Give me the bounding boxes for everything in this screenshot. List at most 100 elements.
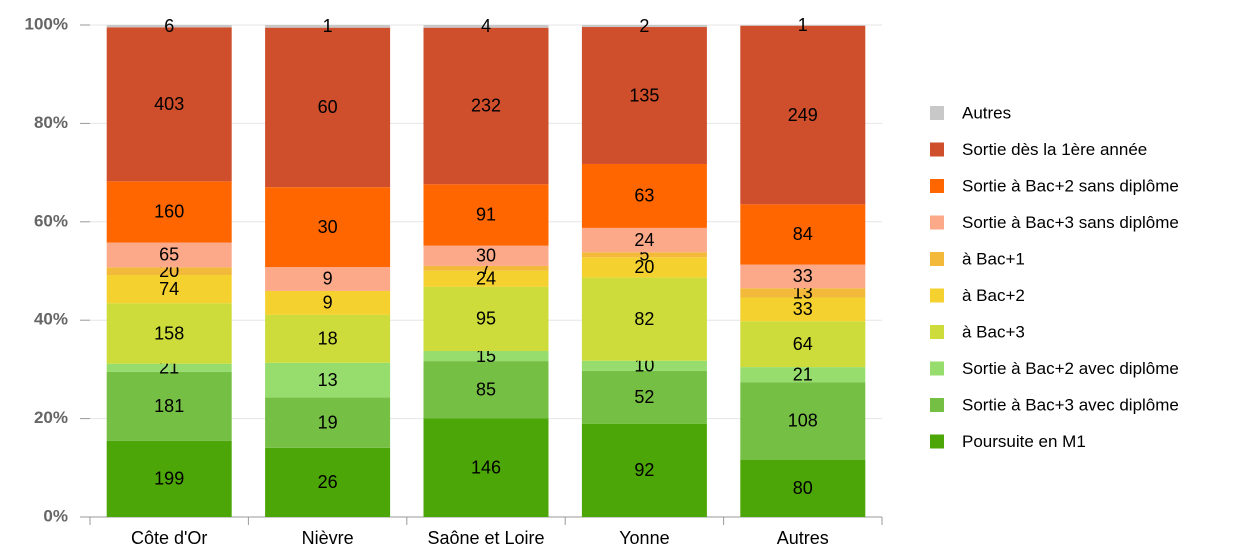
- data-label: 7: [481, 258, 491, 278]
- data-label: 232: [471, 96, 501, 116]
- data-label: 13: [318, 370, 338, 390]
- bar-segment: [106, 181, 232, 243]
- data-label: 6: [164, 16, 174, 36]
- data-label: 199: [154, 469, 184, 489]
- data-label: 84: [793, 224, 813, 244]
- bar-segment: [265, 187, 391, 268]
- bar-segment: [106, 275, 232, 304]
- data-label: 2: [639, 16, 649, 36]
- bar-segment: [106, 242, 232, 268]
- bar-segment: [423, 418, 549, 517]
- data-label: 160: [154, 202, 184, 222]
- data-label: 19: [318, 412, 338, 432]
- bar-segment: [265, 447, 391, 517]
- legend-label: Poursuite en M1: [962, 432, 1086, 451]
- bar-segment: [106, 371, 232, 441]
- y-tick-label: 0%: [43, 506, 68, 525]
- data-label: 18: [318, 329, 338, 349]
- data-label: 33: [793, 266, 813, 286]
- data-label: 4: [481, 16, 491, 36]
- bar-segment: [740, 367, 866, 383]
- bar-segment: [423, 245, 549, 266]
- data-label: 1: [798, 15, 808, 35]
- bar-segment: [106, 440, 232, 517]
- bar-segment: [581, 163, 707, 228]
- bar-segment: [265, 267, 391, 291]
- y-tick-label: 80%: [34, 113, 68, 132]
- data-label: 9: [323, 293, 333, 313]
- legend-label: à Bac+3: [962, 322, 1025, 341]
- bar-segment: [740, 459, 866, 517]
- bar-segment: [423, 25, 549, 28]
- y-tick-label: 40%: [34, 310, 68, 329]
- legend-swatch: [930, 252, 944, 266]
- data-label: 85: [476, 380, 496, 400]
- data-label: 1: [323, 16, 333, 36]
- data-label: 403: [154, 94, 184, 114]
- bar-segment: [423, 270, 549, 287]
- legend-swatch: [930, 398, 944, 412]
- bar-segment: [106, 363, 232, 372]
- data-label: 80: [793, 478, 813, 498]
- legend-swatch: [930, 361, 944, 376]
- x-tick-label: Autres: [777, 528, 829, 548]
- legend-label: Sortie à Bac+2 sans diplôme: [962, 176, 1179, 195]
- data-label: 249: [788, 105, 818, 125]
- x-tick-label: Nièvre: [302, 528, 354, 548]
- data-label: 65: [159, 245, 179, 265]
- data-label: 146: [471, 457, 501, 477]
- data-label: 108: [788, 411, 818, 431]
- legend-swatch: [930, 288, 944, 303]
- bar-segment: [106, 303, 232, 364]
- bar-segment: [740, 321, 866, 368]
- bar-segment: [265, 25, 391, 28]
- legend-swatch: [930, 142, 944, 157]
- data-label: 9: [323, 269, 333, 289]
- bar-segment: [740, 288, 866, 298]
- bar-segment: [423, 27, 549, 185]
- data-label: 82: [634, 309, 654, 329]
- bar-segment: [740, 25, 866, 26]
- bar-segment: [423, 361, 549, 419]
- bar-segment: [265, 397, 391, 448]
- bar-segment: [423, 265, 549, 271]
- x-tick-label: Côte d'Or: [131, 528, 207, 548]
- bar-segment: [581, 257, 707, 278]
- bar-segment: [581, 370, 707, 424]
- bar-segment: [581, 423, 707, 517]
- bar-segment: [581, 360, 707, 371]
- data-label: 20: [634, 257, 654, 277]
- data-label: 158: [154, 323, 184, 343]
- legend-swatch: [930, 325, 944, 339]
- bar-segment: [581, 252, 707, 258]
- bar-segment: [265, 314, 391, 363]
- y-tick-label: 20%: [34, 408, 68, 427]
- bar-segment: [581, 25, 707, 28]
- data-label: 95: [476, 309, 496, 329]
- data-label: 64: [793, 334, 813, 354]
- bar-segment: [581, 227, 707, 253]
- bar-segment: [423, 184, 549, 246]
- bar-segment: [581, 277, 707, 361]
- legend-swatch: [930, 215, 944, 230]
- data-label: 24: [476, 269, 496, 289]
- data-label: 60: [318, 97, 338, 117]
- data-label: 181: [154, 396, 184, 416]
- legend-label: à Bac+1: [962, 249, 1025, 268]
- data-label: 26: [318, 472, 338, 492]
- legend-label: Sortie à Bac+2 avec diplôme: [962, 359, 1179, 378]
- x-tick-label: Yonne: [619, 528, 669, 548]
- data-label: 63: [634, 186, 654, 206]
- legend-label: Sortie dès la 1ère année: [962, 140, 1147, 159]
- legend-swatch: [930, 106, 944, 120]
- data-label: 21: [793, 364, 813, 384]
- legend-label: à Bac+2: [962, 286, 1025, 305]
- bar-segment: [265, 290, 391, 315]
- bar-segment: [740, 264, 866, 289]
- bar-segment: [581, 27, 707, 164]
- bar-segment: [740, 382, 866, 460]
- bar-segment: [106, 267, 232, 276]
- data-label: 52: [634, 387, 654, 407]
- bar-segment: [106, 27, 232, 182]
